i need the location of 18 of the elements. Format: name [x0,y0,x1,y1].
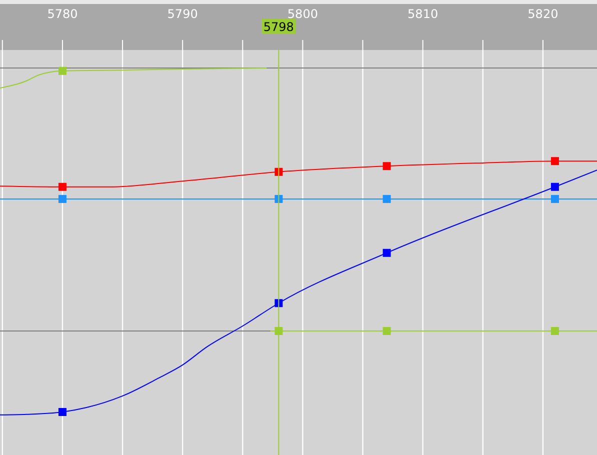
point [550,157,559,166]
x-tick-label: 5810 [408,7,438,21]
x-tick-label: 5780 [47,7,78,21]
point [382,248,391,257]
x-tick-label: 5800 [287,7,318,21]
point [58,66,66,75]
point [382,327,391,335]
point [382,194,391,203]
point [550,327,559,335]
point [58,182,66,191]
point [58,194,66,203]
point [550,182,559,191]
point [58,408,66,416]
point [550,194,559,203]
x-tick-label: 5790 [167,7,198,21]
point [382,162,391,170]
x-tick-label: 5820 [528,7,558,21]
ref-line-label: 5798 [263,20,294,34]
